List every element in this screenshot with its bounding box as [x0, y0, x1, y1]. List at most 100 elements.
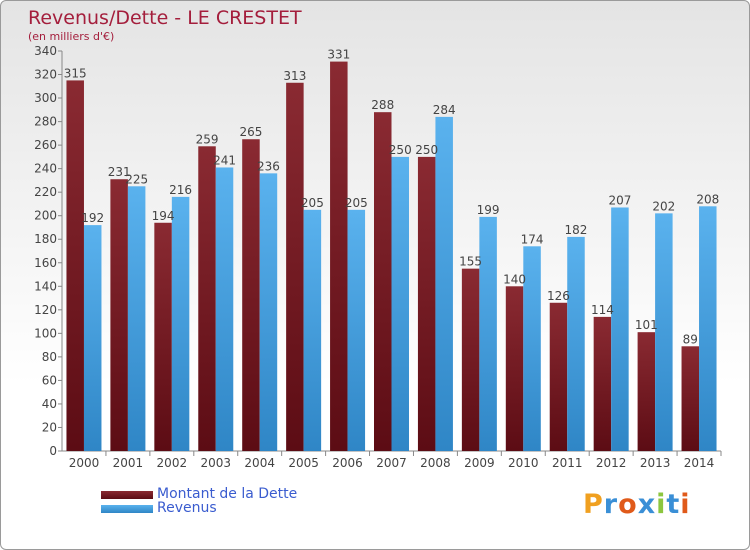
y-tick-label: 80: [42, 350, 57, 364]
y-tick-label: 200: [34, 209, 57, 223]
data-label: 192: [81, 211, 104, 225]
bar-revenue: [391, 156, 409, 451]
data-label: 208: [696, 192, 719, 206]
data-label: 250: [415, 143, 438, 157]
bar-revenue: [171, 196, 190, 451]
logo-letter: i: [680, 489, 691, 520]
data-label: 126: [547, 289, 570, 303]
y-tick-label: 60: [42, 373, 57, 387]
y-tick-label: 300: [34, 91, 57, 105]
data-label: 194: [152, 209, 175, 223]
data-label: 207: [608, 193, 631, 207]
y-tick-label: 180: [34, 232, 57, 246]
legend-label-debt: Montant de la Dette: [157, 486, 298, 502]
x-tick-label: 2009: [464, 456, 495, 470]
bar-revenue: [215, 167, 234, 451]
bar-debt: [593, 316, 612, 451]
x-tick-label: 2014: [684, 456, 715, 470]
data-label: 89: [683, 332, 698, 346]
data-label: 174: [521, 232, 544, 246]
bar-debt: [461, 268, 480, 451]
bar-debt: [549, 302, 568, 451]
x-tick-label: 2008: [420, 456, 451, 470]
bar-debt: [110, 179, 128, 451]
bar-debt: [242, 139, 260, 451]
data-label: 155: [459, 255, 482, 269]
data-label: 202: [652, 199, 675, 213]
bar-debt: [66, 80, 84, 451]
y-tick-label: 260: [34, 138, 57, 152]
y-tick-label: 320: [34, 68, 57, 82]
bar-revenue: [83, 225, 102, 451]
bars-group: [66, 61, 717, 452]
logo-letter: x: [637, 489, 657, 520]
legend-swatch-debt: [101, 491, 153, 499]
bar-debt: [637, 332, 656, 451]
y-tick-label: 340: [34, 44, 57, 58]
x-tick-label: 2013: [640, 456, 671, 470]
bar-revenue: [127, 186, 146, 451]
data-label: 182: [565, 223, 588, 237]
data-label: 259: [196, 132, 219, 146]
bar-debt: [681, 346, 700, 451]
data-label: 231: [108, 165, 131, 179]
x-tick-label: 2007: [376, 456, 407, 470]
data-label: 114: [591, 303, 614, 317]
bar-revenue: [303, 209, 322, 451]
logo-letter: t: [666, 489, 681, 520]
logo-letter: i: [656, 489, 667, 520]
bar-debt: [374, 112, 392, 452]
bar-revenue: [699, 206, 717, 451]
bar-revenue: [259, 173, 278, 451]
data-label: 225: [125, 172, 148, 186]
logo-letter: o: [618, 489, 638, 520]
x-tick-label: 2004: [244, 456, 275, 470]
x-tick-label: 2000: [69, 456, 100, 470]
bar-debt: [154, 222, 172, 451]
bar-revenue: [567, 236, 585, 451]
data-label: 331: [327, 48, 350, 62]
proxiti-logo: Proxiti: [583, 489, 691, 520]
bar-debt: [286, 82, 304, 451]
data-label: 288: [371, 98, 394, 112]
y-tick-label: 100: [34, 326, 57, 340]
logo-letter: r: [603, 489, 619, 520]
x-tick-label: 2003: [200, 456, 231, 470]
data-label: 313: [283, 69, 306, 83]
x-tick-label: 2002: [157, 456, 188, 470]
y-tick-label: 20: [42, 420, 57, 434]
data-label: 199: [477, 203, 500, 217]
data-label: 236: [257, 159, 280, 173]
data-label: 250: [389, 143, 412, 157]
x-tick-label: 2011: [552, 456, 583, 470]
bar-revenue: [523, 246, 541, 451]
y-tick-label: 0: [49, 444, 57, 458]
chart-title: Revenus/Dette - LE CRESTET: [28, 7, 302, 29]
data-label: 205: [301, 196, 324, 210]
legend-label-revenue: Revenus: [157, 500, 217, 516]
data-label: 140: [503, 272, 526, 286]
bar-revenue: [435, 116, 453, 451]
data-label: 205: [345, 196, 368, 210]
x-tick-label: 2006: [332, 456, 363, 470]
x-tick-label: 2005: [288, 456, 319, 470]
bar-revenue: [347, 209, 366, 451]
x-tick-label: 2001: [113, 456, 144, 470]
chart-subtitle: (en milliers d'€): [28, 30, 115, 43]
bar-revenue: [611, 207, 629, 451]
data-label: 284: [433, 103, 456, 117]
data-label: 265: [239, 125, 262, 139]
logo-letter: P: [583, 489, 604, 520]
y-tick-label: 40: [42, 397, 57, 411]
bar-debt: [198, 146, 216, 451]
x-tick-label: 2010: [508, 456, 539, 470]
data-label: 241: [213, 153, 236, 167]
bar-debt: [505, 286, 524, 451]
x-tick-label: 2012: [596, 456, 627, 470]
y-tick-label: 240: [34, 162, 57, 176]
bar-debt: [417, 156, 436, 451]
y-tick-label: 220: [34, 185, 57, 199]
data-label: 315: [64, 66, 87, 80]
